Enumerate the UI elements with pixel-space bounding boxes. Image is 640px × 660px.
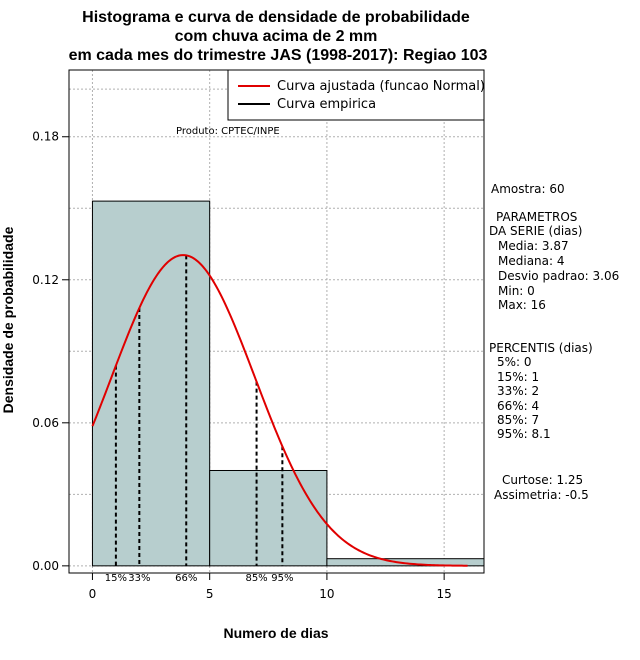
x-tick-label-1: 5 [206, 587, 214, 601]
percentil-85: 85%: 7 [497, 413, 539, 427]
y-axis: 0.00 0.06 0.12 0.18 [32, 130, 69, 573]
params-title-2: DA SERIE (dias) [489, 224, 582, 238]
x-axis: 0 5 10 15 [89, 572, 452, 601]
percentile-label-0: 15% [105, 573, 127, 584]
x-tick-label-0: 0 [89, 587, 97, 601]
x-tick-label-3: 15 [437, 587, 452, 601]
param-mediana: Mediana: 4 [498, 254, 565, 268]
params-title-1: PARAMETROS [496, 210, 577, 224]
percentile-label-1: 33% [128, 573, 150, 584]
assimetria: Assimetria: -0.5 [494, 488, 589, 502]
legend: Curva ajustada (funcao Normal) Curva emp… [227, 69, 485, 121]
percentil-33: 33%: 2 [497, 384, 539, 398]
percentile-label-2: 66% [175, 573, 197, 584]
y-tick-label-3: 0.18 [32, 130, 59, 144]
y-axis-label: Densidade de probabilidade [0, 226, 16, 413]
percentile-lines: 15% 33% 66% 85% 95% [105, 255, 293, 584]
percentis-title: PERCENTIS (dias) [489, 341, 593, 355]
chart-title-line-1: Histograma e curva de densidade de proba… [82, 9, 470, 26]
param-desvio: Desvio padrao: 3.06 [498, 269, 619, 283]
percentil-15: 15%: 1 [497, 370, 539, 384]
legend-box [227, 69, 485, 121]
y-tick-label-2: 0.12 [32, 273, 59, 287]
param-min: Min: 0 [498, 284, 535, 298]
percentil-66: 66%: 4 [497, 399, 539, 413]
percentile-label-4: 95% [271, 573, 293, 584]
chart-title-line-3: em cada mes do trimestre JAS (1998-2017)… [69, 47, 488, 64]
histogram-bar-0 [91, 200, 211, 567]
x-axis-label: Numero de dias [223, 625, 328, 641]
percentil-95: 95%: 8.1 [497, 427, 551, 441]
legend-fitted-label: Curva ajustada (funcao Normal) [277, 79, 485, 94]
product-label: Produto: CPTEC/INPE [176, 126, 280, 137]
sample-size: Amostra: 60 [491, 182, 565, 196]
x-tick-label-2: 10 [319, 587, 334, 601]
curtose: Curtose: 1.25 [502, 473, 583, 487]
percentile-label-3: 85% [245, 573, 267, 584]
normal-curve [91, 254, 468, 567]
chart-title-line-2: com chuva acima de 2 mm [175, 28, 378, 45]
y-tick-label-1: 0.06 [32, 416, 59, 430]
fitted-normal-curve [91, 254, 468, 567]
histogram-bars [91, 200, 485, 567]
histogram-bar-1 [209, 469, 328, 567]
percentil-5: 5%: 0 [497, 355, 532, 369]
statistics-panel: Amostra: 60 PARAMETROS DA SERIE (dias) M… [489, 182, 619, 502]
legend-empirical-label: Curva empirica [277, 97, 376, 112]
y-tick-label-0: 0.00 [32, 559, 59, 573]
param-media: Media: 3.87 [498, 239, 569, 253]
param-max: Max: 16 [498, 298, 546, 312]
